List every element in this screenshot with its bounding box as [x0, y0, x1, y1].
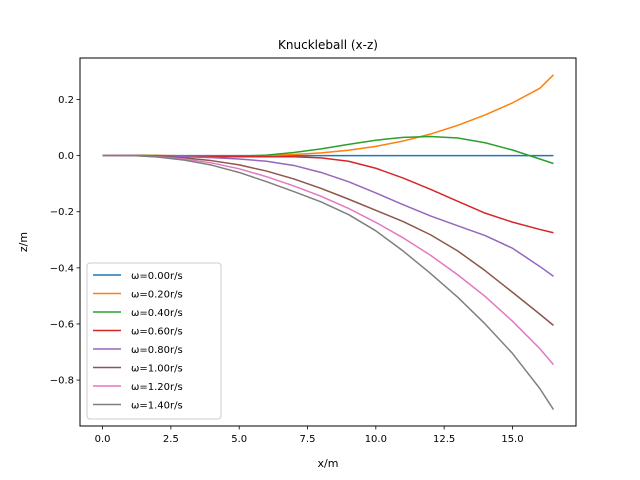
y-tick-label: −0.4 [50, 263, 74, 274]
x-tick-label: 10.0 [365, 434, 387, 445]
x-axis-label: x/m [318, 457, 339, 470]
y-axis-label: z/m [17, 232, 30, 252]
legend-label-2: ω=0.40r/s [131, 308, 183, 319]
legend-label-3: ω=0.60r/s [131, 327, 183, 338]
plot-frame [79, 57, 577, 427]
chart-title: Knuckleball (x-z) [278, 38, 378, 52]
legend-label-1: ω=0.20r/s [131, 290, 183, 301]
series-line-5 [102, 154, 554, 326]
y-axis: 0.2 0.0 −0.2 −0.4 −0.6 −0.8 [50, 95, 80, 387]
series-line-7 [102, 154, 555, 410]
plot-area [102, 74, 555, 410]
series-line-6 [102, 154, 555, 366]
legend-label-0: ω=0.00r/s [131, 271, 183, 282]
legend-label-6: ω=1.20r/s [131, 382, 183, 393]
x-tick-label: 5.0 [231, 434, 247, 445]
y-tick-label: 0.0 [58, 151, 74, 162]
series-line-4 [102, 154, 554, 277]
x-tick-label: 7.5 [300, 434, 316, 445]
legend-label-5: ω=1.00r/s [131, 364, 183, 375]
y-tick-label: −0.2 [50, 207, 74, 218]
y-tick-label: −0.8 [50, 376, 74, 387]
x-tick-label: 0.0 [95, 434, 111, 445]
x-tick-label: 15.0 [501, 434, 523, 445]
y-tick-label: 0.2 [58, 95, 74, 106]
x-tick-label: 2.5 [163, 434, 179, 445]
legend-box [86, 262, 222, 420]
x-axis: 0.0 2.5 5.0 7.5 10.0 12.5 15.0 [95, 426, 524, 445]
y-tick-label: −0.6 [50, 319, 74, 330]
legend-label-4: ω=0.80r/s [131, 345, 183, 356]
x-tick-label: 12.5 [433, 434, 455, 445]
legend-label-7: ω=1.40r/s [131, 401, 183, 412]
legend: ω=0.00r/s ω=0.20r/s ω=0.40r/s ω=0.60r/s ω=0.… [86, 262, 222, 420]
